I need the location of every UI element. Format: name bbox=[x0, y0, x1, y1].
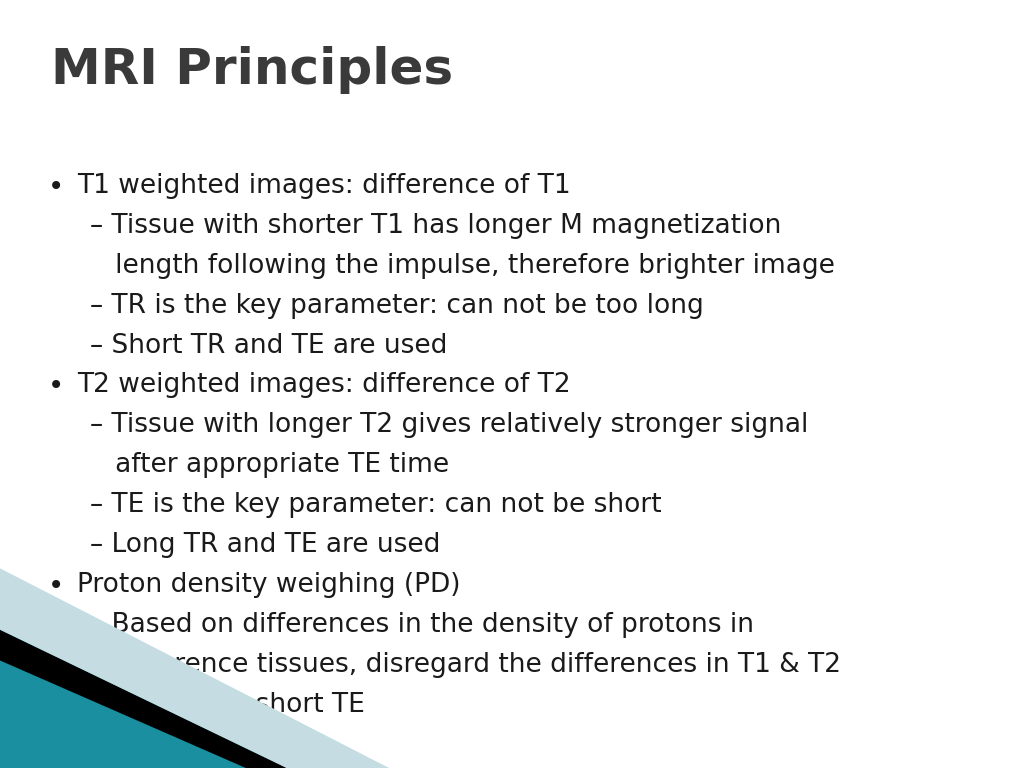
Text: Proton density weighing (PD): Proton density weighing (PD) bbox=[77, 572, 461, 598]
Text: after appropriate TE time: after appropriate TE time bbox=[90, 452, 450, 478]
Text: T1 weighted images: difference of T1: T1 weighted images: difference of T1 bbox=[77, 173, 570, 199]
Text: – TE is the key parameter: can not be short: – TE is the key parameter: can not be sh… bbox=[90, 492, 662, 518]
Text: – TR is the key parameter: can not be too long: – TR is the key parameter: can not be to… bbox=[90, 293, 703, 319]
Text: – Tissue with longer T2 gives relatively stronger signal: – Tissue with longer T2 gives relatively… bbox=[90, 412, 809, 439]
Text: •: • bbox=[48, 173, 65, 200]
Text: •: • bbox=[48, 372, 65, 400]
Text: length following the impulse, therefore brighter image: length following the impulse, therefore … bbox=[90, 253, 835, 279]
Polygon shape bbox=[0, 568, 389, 768]
Text: •: • bbox=[48, 572, 65, 600]
Text: – Based on differences in the density of protons in: – Based on differences in the density of… bbox=[90, 612, 754, 638]
Text: MRI Principles: MRI Principles bbox=[51, 46, 454, 94]
Text: – Short TR and TE are used: – Short TR and TE are used bbox=[90, 333, 447, 359]
Text: – Tissue with shorter T1 has longer M magnetization: – Tissue with shorter T1 has longer M ma… bbox=[90, 213, 781, 239]
Text: difference tissues, disregard the differences in T1 & T2: difference tissues, disregard the differ… bbox=[90, 652, 841, 678]
Text: – Long TR and TE are used: – Long TR and TE are used bbox=[90, 532, 440, 558]
Polygon shape bbox=[0, 599, 287, 768]
Polygon shape bbox=[0, 630, 287, 768]
Text: – Long TR & short TE: – Long TR & short TE bbox=[90, 692, 365, 718]
Text: T2 weighted images: difference of T2: T2 weighted images: difference of T2 bbox=[77, 372, 570, 399]
